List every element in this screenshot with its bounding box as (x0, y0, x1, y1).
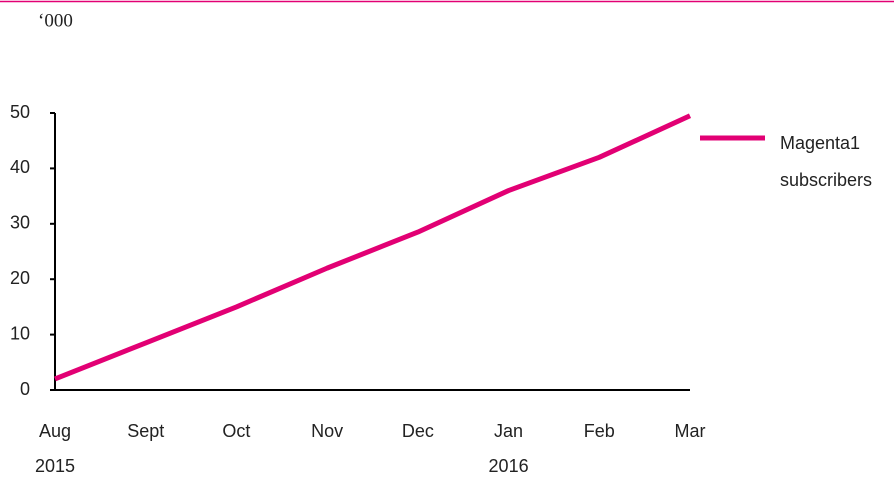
legend-label: Magenta1 subscribers (780, 133, 873, 190)
y-tick-label: 20 (10, 268, 30, 288)
x-tick-label: Nov (311, 421, 343, 441)
y-tick-label: 0 (20, 379, 30, 399)
y-tick-label: 30 (10, 213, 30, 233)
x-tick-label: Feb (584, 421, 615, 441)
line (54, 113, 692, 382)
y-tick-label: 50 (10, 102, 30, 122)
year-label: 2016 (489, 456, 529, 476)
x-tick-label: Dec (402, 421, 434, 441)
y-tick-label: 40 (10, 157, 30, 177)
x-tick-label: Oct (222, 421, 250, 441)
year-label: 2015 (35, 456, 75, 476)
x-tick-label: Mar (675, 421, 706, 441)
x-tick-label: Aug (39, 421, 71, 441)
x-tick-label: Sept (127, 421, 164, 441)
unit-label: ‘000 (38, 10, 73, 31)
y-tick-label: 10 (10, 323, 30, 343)
x-tick-label: Jan (494, 421, 523, 441)
